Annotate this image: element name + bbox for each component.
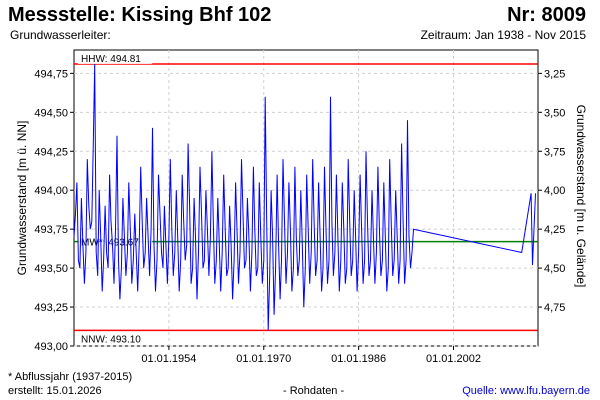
- grid: [74, 50, 538, 347]
- aquifer-label: Grundwasserleiter:: [10, 28, 111, 42]
- axis-labels: Grundwasserstand [m ü. NN] Grundwasserst…: [15, 105, 588, 288]
- y-tick-label: 493,75: [34, 224, 68, 236]
- x-tick-label: 01.01.1954: [141, 353, 196, 365]
- y-tick-label: 494,50: [34, 107, 68, 119]
- reference-label-bg: [78, 52, 153, 65]
- ticks: 493,00 493,25 493,50 493,75 494,00 494,25 494,…: [34, 68, 565, 365]
- series-line: [73, 63, 536, 331]
- footnote: * Abflussjahr (1937-2015): [8, 371, 133, 383]
- y-right-tick-label: 4,50: [544, 263, 565, 275]
- y-tick-label: 493,25: [34, 302, 68, 314]
- y-tick-label: 494,00: [34, 185, 68, 197]
- y-right-tick-label: 3,25: [544, 68, 565, 80]
- y-right-tick-label: 3,50: [544, 107, 565, 119]
- y-tick-label: 494,25: [34, 146, 68, 158]
- reference-line-label: HHW: 494.81: [81, 54, 141, 65]
- station-title: Messstelle: Kissing Bhf 102: [8, 4, 272, 26]
- y-right-tick-label: 4,75: [544, 302, 565, 314]
- station-number: Nr: 8009: [507, 4, 586, 26]
- created-date: erstellt: 15.01.2026: [8, 385, 102, 397]
- source-link[interactable]: www.lfu.bayern.de: [500, 385, 590, 397]
- series-layer: [73, 63, 536, 331]
- reference-line-label: NNW: 493.10: [81, 334, 141, 345]
- raw-data-label: - Rohdaten -: [283, 385, 345, 397]
- x-tick-label: 01.01.1986: [331, 353, 386, 365]
- source[interactable]: Quelle: www.lfu.bayern.de: [462, 385, 590, 397]
- y-axis-label: Grundwasserstand [m ü. NN]: [15, 121, 29, 276]
- reference-label-bg: [78, 332, 153, 345]
- y-tick-label: 493,00: [34, 341, 68, 353]
- reference-line-label: MW*: 493.67: [81, 238, 139, 249]
- y-axis-label-right: Grundwasserstand [m u. Gelände]: [574, 105, 588, 288]
- y-tick-label: 493,50: [34, 263, 68, 275]
- period-label: Zeitraum: Jan 1938 - Nov 2015: [420, 28, 586, 42]
- y-right-tick-label: 4,00: [544, 185, 565, 197]
- source-prefix: Quelle:: [462, 385, 498, 397]
- y-right-tick-label: 4,25: [544, 224, 565, 236]
- y-tick-label: 494,75: [34, 68, 68, 80]
- y-right-tick-label: 3,75: [544, 146, 565, 158]
- x-tick-label: 01.01.1970: [236, 353, 291, 365]
- x-tick-label: 01.01.2002: [426, 353, 481, 365]
